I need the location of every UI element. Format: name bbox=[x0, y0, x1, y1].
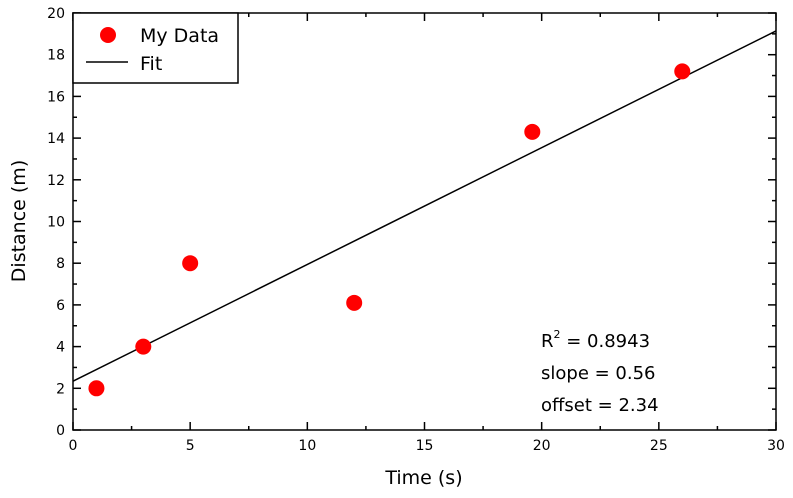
data-point bbox=[182, 255, 199, 272]
fit-line bbox=[72, 30, 777, 382]
x-tick-label: 5 bbox=[186, 438, 195, 454]
y-tick-label: 6 bbox=[56, 298, 65, 314]
y-tick-label: 2 bbox=[56, 381, 65, 397]
x-tick-label: 30 bbox=[767, 438, 785, 454]
legend-marker-my-data bbox=[100, 27, 116, 43]
x-tick-label: 10 bbox=[298, 438, 316, 454]
x-tick-label: 25 bbox=[650, 438, 668, 454]
y-tick-label: 16 bbox=[47, 89, 65, 105]
annotation-offset: offset = 2.34 bbox=[541, 395, 659, 416]
y-axis-label: Distance (m) bbox=[8, 160, 30, 282]
x-tick-label: 15 bbox=[416, 438, 434, 454]
x-axis-label: Time (s) bbox=[384, 467, 462, 489]
y-tick-label: 12 bbox=[47, 173, 65, 189]
annotation-slope: slope = 0.56 bbox=[541, 363, 656, 384]
y-tick-label: 18 bbox=[47, 48, 65, 64]
annotation-r2: R2 = 0.8943 bbox=[541, 328, 650, 352]
plot-frame bbox=[72, 12, 777, 431]
y-tick-label: 0 bbox=[56, 423, 65, 439]
data-point bbox=[88, 380, 105, 397]
legend-label-fit: Fit bbox=[140, 53, 162, 75]
legend-box bbox=[72, 12, 239, 84]
x-tick-label: 20 bbox=[533, 438, 551, 454]
y-tick-label: 8 bbox=[56, 256, 65, 272]
legend-label-my-data: My Data bbox=[140, 25, 219, 47]
data-point bbox=[674, 63, 691, 80]
x-tick-label: 0 bbox=[69, 438, 78, 454]
data-point bbox=[135, 338, 152, 355]
y-tick-label: 20 bbox=[47, 6, 65, 22]
y-tick-label: 10 bbox=[47, 215, 65, 231]
y-tick-label: 4 bbox=[56, 340, 65, 356]
y-tick-label: 14 bbox=[47, 131, 65, 147]
legend: My Data Fit bbox=[72, 12, 239, 84]
data-point bbox=[524, 123, 541, 140]
data-point bbox=[346, 294, 363, 311]
